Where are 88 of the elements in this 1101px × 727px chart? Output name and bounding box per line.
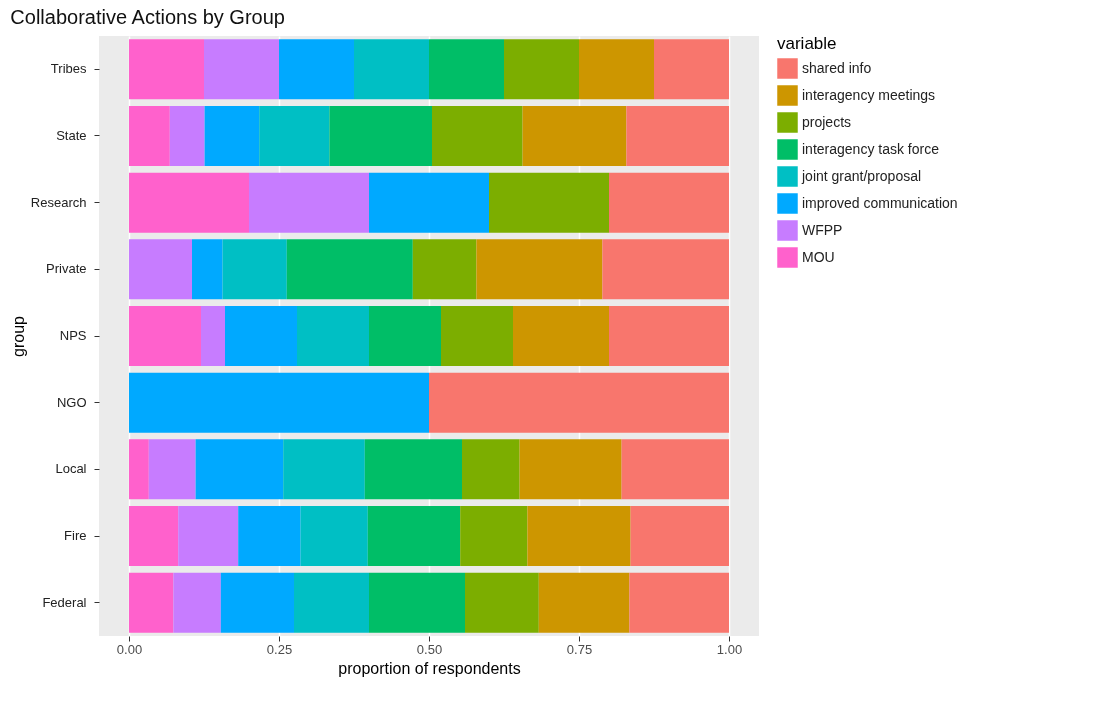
bar [369,172,489,233]
x-axis-title: proportion of respondents [338,659,521,677]
bar [300,506,368,566]
bar [626,106,729,166]
bar [654,39,729,100]
bar [579,39,654,100]
bar [173,572,221,633]
bar [504,39,579,100]
bar [225,306,297,366]
bar [412,239,477,300]
y-tick-label: Federal [42,594,87,610]
y-tick-label: NGO [56,394,87,410]
bar [621,439,729,500]
bar [527,506,631,566]
bar [129,439,149,500]
bar [369,572,465,633]
y-tick-label: NPS [59,328,87,343]
bar [369,306,441,366]
bar [286,239,413,300]
bar [129,172,249,233]
legend-label: WFPP [802,221,843,238]
bar [630,506,729,566]
bar [629,572,729,633]
bar [129,372,429,433]
bar [283,439,365,500]
bar [364,439,462,500]
bar [129,39,204,100]
bar [148,439,196,500]
bar [201,306,225,366]
bar [129,239,192,300]
legend-label: projects [802,113,852,130]
bar [129,506,179,566]
x-tick-label: 0.00 [116,641,143,657]
legend-label: improved communication [802,194,958,211]
bar [129,572,174,633]
bar [367,506,461,566]
bar [476,239,603,300]
legend-title: variable [777,34,837,53]
bar [441,306,513,366]
bar [294,572,369,633]
y-tick-label: Local [55,461,87,477]
bar [329,106,432,166]
y-tick-label: Tribes [50,61,87,77]
y-tick-label: Fire [64,528,87,543]
chart-title: Collaborative Actions by Group [10,6,285,28]
legend-label: interagency task force [802,140,940,157]
bar [519,439,622,500]
bar [465,572,539,633]
legend-label: shared info [802,59,872,76]
x-tick-label: 0.50 [416,641,443,657]
bar [129,306,201,366]
bar [238,506,301,566]
bar [169,106,205,166]
bar [192,239,223,300]
y-tick-label: Private [46,261,87,277]
bar [462,439,520,500]
bar [222,239,287,300]
bar [429,39,504,100]
legend-label: joint grant/proposal [801,167,922,184]
bar [460,506,528,566]
y-axis-title: group [9,315,27,357]
x-tick-label: 0.75 [566,641,593,657]
bar [538,572,630,633]
bar [220,572,294,633]
y-tick-label: Research [30,194,87,210]
bar [279,39,354,100]
bar [513,306,609,366]
bar [259,106,330,166]
bar [129,106,170,166]
bar [204,39,279,100]
bar [178,506,239,566]
bar [489,172,609,233]
bar [297,306,369,366]
bar [204,106,260,166]
bar [602,239,729,300]
bar [522,106,627,166]
bar [354,39,429,100]
bar [432,106,523,166]
bar [609,306,729,366]
legend-label: MOU [802,248,835,265]
x-tick-label: 0.25 [266,641,293,657]
x-tick-label: 1.00 [716,641,743,657]
legend-label: interagency meetings [802,86,936,103]
y-tick-label: State [56,128,87,143]
bar [429,372,729,433]
bar [195,439,284,500]
bar [249,172,369,233]
bar [609,172,729,233]
